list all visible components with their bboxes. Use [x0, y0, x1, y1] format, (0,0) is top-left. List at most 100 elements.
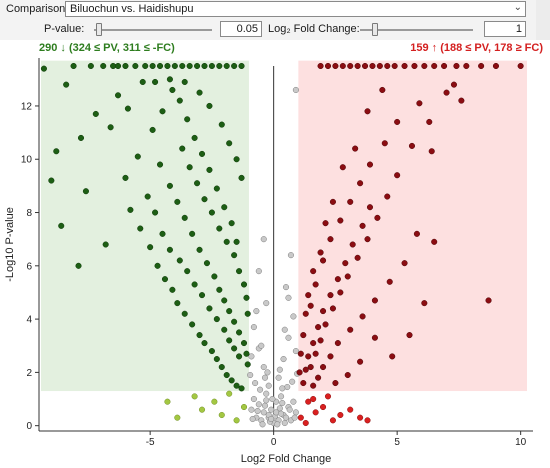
scrollbar-track[interactable]: [536, 0, 550, 40]
data-point: [221, 297, 228, 304]
data-point: [75, 262, 82, 269]
data-point: [315, 324, 322, 331]
data-point: [236, 353, 243, 360]
fold-change-slider-track[interactable]: [360, 29, 473, 31]
data-point: [211, 398, 218, 405]
fold-change-input[interactable]: 1: [484, 21, 526, 37]
data-point: [263, 390, 270, 397]
data-point: [322, 220, 329, 227]
data-point: [260, 236, 267, 243]
data-point: [329, 305, 336, 312]
data-point: [166, 182, 173, 189]
data-point: [263, 397, 270, 404]
data-point: [261, 402, 269, 409]
pvalue-slider-handle[interactable]: [96, 23, 102, 36]
pvalue-slider-track[interactable]: [94, 29, 212, 31]
data-point: [302, 366, 309, 373]
data-point: [223, 372, 230, 379]
data-point: [122, 174, 129, 181]
y-tick-label: 4: [26, 315, 32, 326]
data-point: [248, 353, 255, 360]
data-point: [189, 321, 196, 328]
x-tick-label: 0: [271, 437, 277, 448]
pvalue-label: P-value:: [44, 23, 85, 35]
data-point: [161, 276, 169, 283]
data-point: [361, 62, 369, 70]
data-point: [458, 97, 465, 104]
data-point: [206, 305, 213, 312]
data-point: [302, 310, 309, 317]
data-point: [290, 398, 297, 405]
data-point: [391, 62, 398, 70]
data-point: [196, 332, 203, 339]
data-point: [218, 364, 225, 371]
data-point: [279, 399, 286, 407]
data-point: [401, 260, 408, 267]
data-point: [53, 148, 60, 155]
data-point: [289, 378, 296, 385]
data-point: [231, 345, 238, 352]
data-point: [310, 382, 317, 389]
data-point: [149, 126, 156, 133]
data-point: [307, 364, 314, 371]
data-point: [324, 62, 332, 70]
data-point: [317, 337, 324, 344]
data-point: [223, 238, 230, 245]
data-point: [191, 281, 198, 288]
y-tick-label: 0: [26, 421, 32, 432]
data-point: [285, 294, 292, 301]
data-point: [317, 249, 324, 256]
up-regulated-summary: 159 ↑ (188 ≤ PV, 178 ≥ FC): [410, 42, 543, 54]
x-tick-label: 10: [515, 437, 527, 448]
data-point: [374, 214, 381, 221]
data-point: [194, 62, 201, 70]
data-point: [226, 140, 233, 147]
data-point: [198, 150, 206, 157]
data-point: [211, 273, 218, 280]
data-point: [347, 198, 354, 205]
data-point: [233, 417, 240, 424]
data-point: [413, 230, 420, 237]
data-point: [100, 62, 107, 70]
data-point: [164, 398, 171, 405]
data-point: [347, 326, 354, 333]
y-tick-label: 12: [21, 101, 33, 112]
y-tick-label: 8: [26, 208, 32, 219]
y-tick-label: 2: [26, 368, 32, 379]
data-point: [359, 222, 366, 229]
data-point: [114, 62, 122, 70]
data-point: [186, 164, 193, 171]
data-point: [87, 62, 94, 70]
data-point: [194, 180, 201, 187]
data-point: [243, 294, 250, 301]
data-point: [406, 332, 413, 339]
data-point: [201, 62, 208, 70]
fold-change-slider-handle[interactable]: [372, 23, 378, 36]
comparison-label: Comparison:: [6, 3, 69, 15]
y-tick-label: 10: [21, 155, 33, 166]
data-point: [240, 340, 248, 347]
data-point: [322, 321, 329, 328]
data-point: [287, 252, 294, 259]
y-axis-label: -Log10 P-value: [4, 207, 16, 282]
data-point: [255, 401, 262, 408]
comparison-row: Comparison: Biluochun vs. Haidishupu ⌄: [0, 0, 550, 20]
data-point: [70, 62, 77, 70]
data-point: [184, 116, 191, 123]
data-point: [332, 62, 339, 70]
data-point: [240, 403, 248, 411]
data-point: [166, 76, 173, 83]
data-point: [208, 62, 215, 70]
data-point: [297, 414, 304, 421]
data-point: [196, 246, 203, 253]
data-point: [233, 238, 240, 245]
data-point: [381, 140, 388, 147]
data-point: [142, 62, 149, 70]
data-point: [181, 214, 188, 221]
pvalue-input[interactable]: 0.05: [220, 21, 262, 37]
data-point: [137, 225, 144, 232]
data-point: [320, 257, 327, 264]
comparison-dropdown[interactable]: Biluochun vs. Haidishupu ⌄: [65, 1, 526, 17]
data-point: [349, 241, 356, 248]
data-point: [152, 78, 159, 86]
